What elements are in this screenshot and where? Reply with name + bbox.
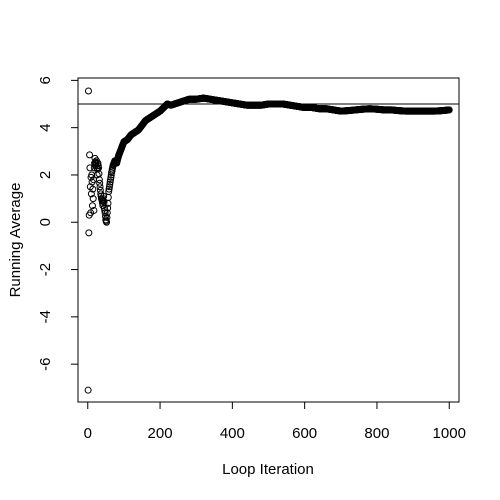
x-tick-label: 400	[220, 425, 245, 442]
data-point	[105, 183, 113, 191]
data-point	[105, 185, 113, 193]
data-point	[107, 173, 115, 181]
data-point	[86, 151, 94, 159]
data-point	[84, 87, 92, 95]
y-tick-label: 6	[37, 76, 54, 84]
data-point	[96, 179, 104, 187]
y-axis-title: Running Average	[7, 183, 24, 298]
data-point	[95, 176, 103, 184]
data-point	[94, 162, 102, 169]
x-tick-label: 0	[84, 425, 92, 442]
x-tick-label: 1000	[433, 425, 466, 442]
data-point	[105, 188, 113, 196]
data-point	[103, 209, 111, 217]
data-point	[88, 202, 96, 210]
data-points	[84, 87, 453, 394]
y-tick-label: 4	[37, 123, 54, 131]
y-tick-label: 2	[37, 171, 54, 179]
data-point	[94, 159, 102, 167]
x-axis-title: Loop Iteration	[222, 461, 314, 478]
data-point	[89, 185, 97, 193]
x-tick-label: 800	[364, 425, 389, 442]
x-axis: 0 200 400 600 800 1000	[84, 401, 466, 442]
plot-frame	[77, 77, 460, 403]
data-point	[104, 204, 112, 212]
data-point	[106, 180, 114, 188]
data-point	[90, 206, 98, 214]
x-tick-label: 600	[292, 425, 317, 442]
data-point	[86, 164, 94, 172]
data-point	[87, 190, 95, 198]
data-point	[88, 171, 96, 179]
data-point	[89, 195, 97, 203]
x-tick-label: 200	[148, 425, 173, 442]
data-point	[96, 183, 104, 191]
y-tick-label: -4	[37, 310, 54, 323]
data-point	[445, 106, 453, 114]
data-point	[85, 229, 93, 237]
data-point	[107, 176, 115, 184]
y-axis: -6 -4 -2 0 2 4 6	[37, 76, 79, 371]
data-point	[103, 214, 111, 222]
y-tick-label: 0	[37, 218, 54, 226]
y-tick-label: -2	[37, 263, 54, 276]
data-point	[84, 386, 92, 394]
data-point	[106, 178, 114, 186]
y-tick-label: -6	[37, 357, 54, 370]
data-point	[103, 218, 111, 226]
